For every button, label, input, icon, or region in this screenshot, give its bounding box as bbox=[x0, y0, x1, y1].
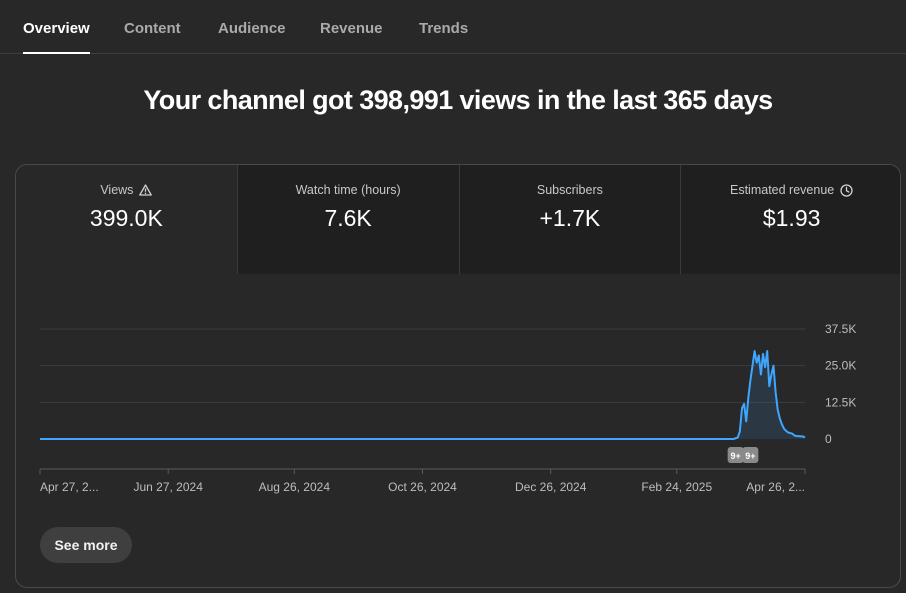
tab-trends[interactable]: Trends bbox=[419, 20, 469, 37]
metric-views-value: 399.0K bbox=[89, 205, 163, 231]
x-tick-label: Aug 26, 2024 bbox=[259, 480, 331, 494]
x-tick-label: Oct 26, 2024 bbox=[388, 480, 457, 494]
x-tick-label: Dec 26, 2024 bbox=[515, 480, 587, 494]
clock-icon[interactable] bbox=[840, 183, 853, 197]
x-tick-label: Apr 27, 2... bbox=[40, 480, 99, 494]
x-tick-label: Jun 27, 2024 bbox=[133, 480, 203, 494]
analytics-card: Views 399.0K Watch time (hours) 7.6K Sub… bbox=[15, 164, 901, 588]
chart-marker-badge[interactable] bbox=[727, 447, 744, 463]
tab-audience[interactable]: Audience bbox=[218, 20, 286, 37]
metric-subscribers-label: Subscribers bbox=[536, 183, 603, 197]
chart-marker[interactable]: 9+ bbox=[727, 447, 744, 463]
y-tick-label: 0 bbox=[825, 432, 832, 446]
metric-tabs: Views 399.0K Watch time (hours) 7.6K Sub… bbox=[16, 165, 900, 274]
series-line bbox=[40, 350, 806, 440]
tab-content[interactable]: Content bbox=[124, 20, 181, 37]
metric-watch-time-label: Watch time (hours) bbox=[295, 183, 401, 197]
see-more-button[interactable]: See more bbox=[40, 527, 132, 563]
warning-icon[interactable] bbox=[139, 184, 153, 196]
page-headline: Your channel got 398,991 views in the la… bbox=[143, 85, 773, 115]
y-tick-label: 37.5K bbox=[825, 322, 856, 336]
metric-watch-time-value: 7.6K bbox=[324, 205, 372, 231]
y-tick-label: 12.5K bbox=[825, 395, 856, 409]
tab-bar: Overview Content Audience Revenue Trends bbox=[0, 0, 906, 54]
metric-subscribers[interactable]: Subscribers +1.7K bbox=[458, 165, 681, 274]
chart-marker[interactable]: 9+ bbox=[742, 447, 759, 463]
metric-views-label: Views bbox=[100, 183, 134, 197]
chart-marker-label: 9+ bbox=[745, 451, 755, 461]
metric-revenue-value: $1.93 bbox=[762, 205, 821, 231]
metric-estimated-revenue[interactable]: Estimated revenue $1.93 bbox=[680, 165, 900, 274]
metric-revenue-label: Estimated revenue bbox=[730, 183, 835, 197]
views-chart[interactable]: 37.5K 25.0K 12.5K 0 Apr 27, 2... Jun 27, 2024… bbox=[16, 274, 901, 514]
y-tick-label: 25.0K bbox=[825, 359, 856, 373]
metric-watch-time[interactable]: Watch time (hours) 7.6K bbox=[236, 165, 459, 274]
chart-marker-badge[interactable] bbox=[742, 447, 759, 463]
tab-overview[interactable]: Overview bbox=[23, 0, 90, 54]
x-tick-label: Apr 26, 2... bbox=[746, 480, 805, 494]
metric-subscribers-value: +1.7K bbox=[539, 205, 601, 231]
series-area bbox=[40, 351, 805, 439]
chart-marker-label: 9+ bbox=[731, 451, 741, 461]
tab-revenue[interactable]: Revenue bbox=[320, 20, 383, 37]
x-tick-label: Feb 24, 2025 bbox=[641, 480, 712, 494]
metric-views[interactable]: Views 399.0K bbox=[16, 165, 237, 274]
